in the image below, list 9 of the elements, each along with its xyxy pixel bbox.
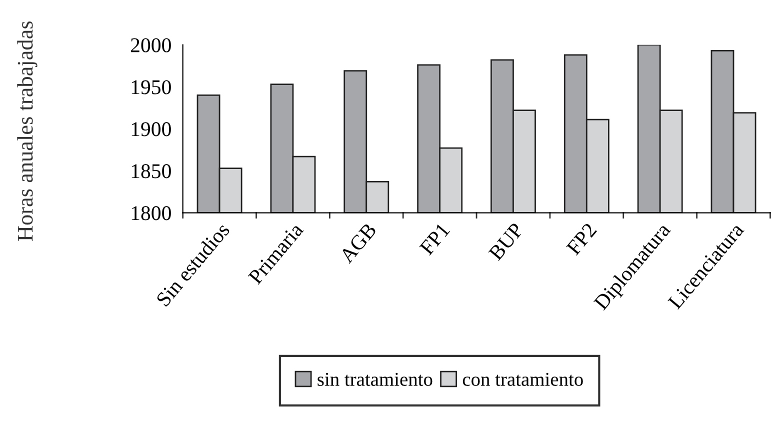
y-tick-label: 2000 (130, 38, 171, 52)
y-tick-label: 1850 (132, 164, 171, 178)
y-tick-label: 1900 (132, 122, 171, 136)
y-tick-label: 1800 (132, 206, 171, 220)
y-axis-title: Horas anuales trabajadas (17, 21, 38, 241)
x-tick-label: FP1 (419, 222, 450, 256)
y-tick-label: 1950 (132, 80, 171, 94)
legend-label: con tratamiento (462, 372, 583, 386)
legend-label: sin tratamiento (318, 372, 432, 386)
